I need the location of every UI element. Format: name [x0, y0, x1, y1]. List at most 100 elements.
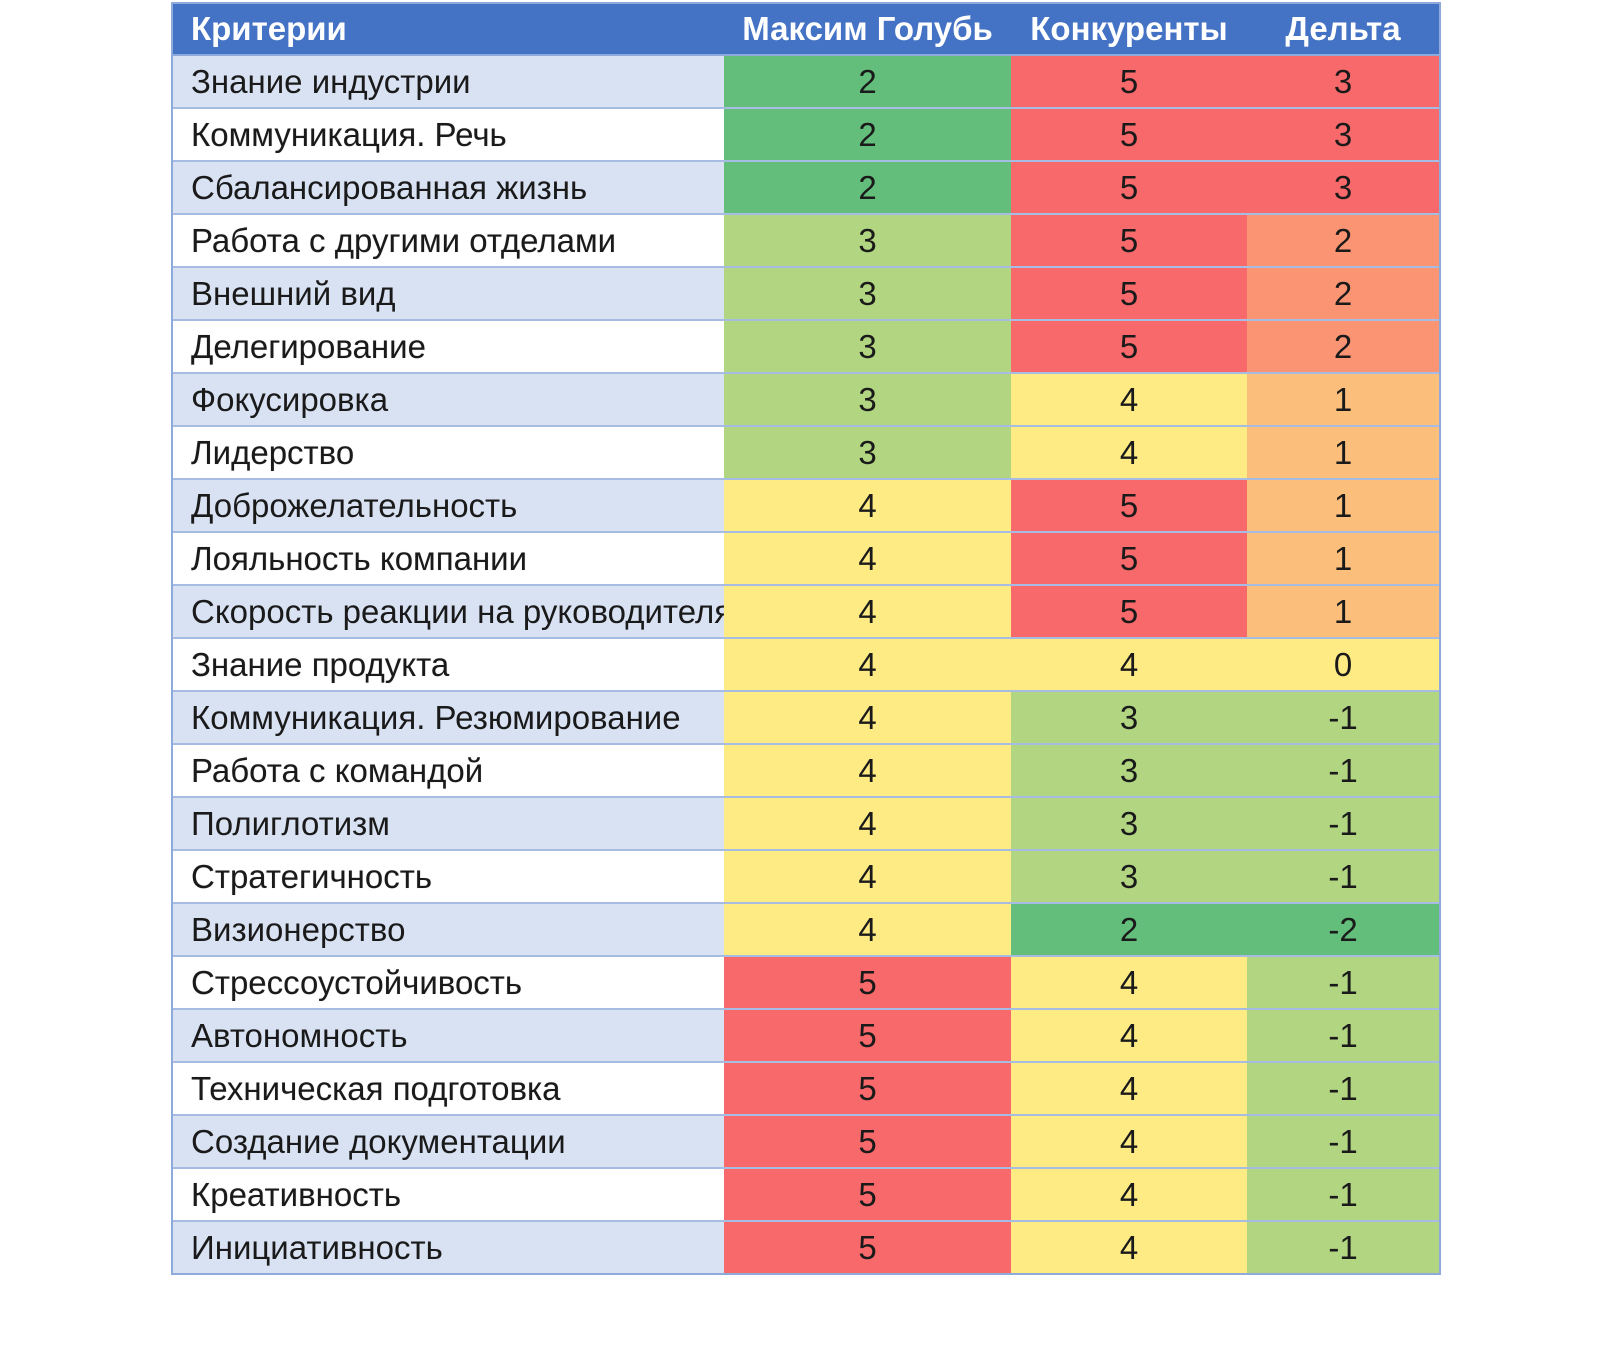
- maxim-score-cell: 2: [724, 161, 1011, 215]
- maxim-score-cell: 4: [724, 479, 1011, 533]
- delta-cell: 1: [1247, 532, 1439, 586]
- table-body: Знание индустрии 2 5 3 Коммуникация. Речь 2 5 3…: [173, 55, 1439, 1273]
- table-row: Работа с командой 4 3 -1: [173, 744, 1439, 798]
- maxim-score-cell: 4: [724, 638, 1011, 692]
- delta-cell: -1: [1247, 850, 1439, 904]
- competitors-score-cell: 4: [1011, 1009, 1247, 1063]
- competitors-score-cell: 4: [1011, 1062, 1247, 1116]
- maxim-score-cell: 5: [724, 1221, 1011, 1273]
- table-row: Работа с другими отделами 3 5 2: [173, 214, 1439, 268]
- delta-cell: 1: [1247, 585, 1439, 639]
- delta-cell: 1: [1247, 426, 1439, 480]
- criterion-cell: Техническая подготовка: [173, 1062, 724, 1116]
- delta-cell: -1: [1247, 1221, 1439, 1273]
- delta-cell: 2: [1247, 267, 1439, 321]
- table-row: Знание индустрии 2 5 3: [173, 55, 1439, 109]
- maxim-score-cell: 4: [724, 850, 1011, 904]
- delta-cell: -1: [1247, 691, 1439, 745]
- delta-cell: -2: [1247, 903, 1439, 957]
- delta-cell: -1: [1247, 1168, 1439, 1222]
- table-row: Фокусировка 3 4 1: [173, 373, 1439, 427]
- competitors-score-cell: 5: [1011, 214, 1247, 268]
- criterion-cell: Работа с другими отделами: [173, 214, 724, 268]
- header-delta: Дельта: [1247, 4, 1439, 56]
- delta-cell: -1: [1247, 797, 1439, 851]
- criterion-cell: Автономность: [173, 1009, 724, 1063]
- criterion-cell: Стрессоустойчивость: [173, 956, 724, 1010]
- table-row: Знание продукта 4 4 0: [173, 638, 1439, 692]
- table-row: Лояльность компании 4 5 1: [173, 532, 1439, 586]
- criterion-cell: Визионерство: [173, 903, 724, 957]
- delta-cell: -1: [1247, 1009, 1439, 1063]
- competitors-score-cell: 3: [1011, 744, 1247, 798]
- maxim-score-cell: 3: [724, 373, 1011, 427]
- criterion-cell: Коммуникация. Речь: [173, 108, 724, 162]
- competitors-score-cell: 4: [1011, 373, 1247, 427]
- delta-cell: 2: [1247, 214, 1439, 268]
- competitors-score-cell: 4: [1011, 1115, 1247, 1169]
- delta-cell: 3: [1247, 108, 1439, 162]
- competitors-score-cell: 4: [1011, 638, 1247, 692]
- delta-cell: 3: [1247, 161, 1439, 215]
- criterion-cell: Знание продукта: [173, 638, 724, 692]
- competitors-score-cell: 5: [1011, 161, 1247, 215]
- criterion-cell: Работа с командой: [173, 744, 724, 798]
- criterion-cell: Коммуникация. Резюмирование: [173, 691, 724, 745]
- competitors-score-cell: 5: [1011, 320, 1247, 374]
- delta-cell: -1: [1247, 744, 1439, 798]
- table-row: Коммуникация. Речь 2 5 3: [173, 108, 1439, 162]
- competitors-score-cell: 3: [1011, 850, 1247, 904]
- criterion-cell: Фокусировка: [173, 373, 724, 427]
- competitors-score-cell: 5: [1011, 585, 1247, 639]
- maxim-score-cell: 2: [724, 55, 1011, 109]
- maxim-score-cell: 3: [724, 214, 1011, 268]
- maxim-score-cell: 5: [724, 1115, 1011, 1169]
- maxim-score-cell: 4: [724, 691, 1011, 745]
- table-row: Автономность 5 4 -1: [173, 1009, 1439, 1063]
- criterion-cell: Инициативность: [173, 1221, 724, 1273]
- table-row: Создание документации 5 4 -1: [173, 1115, 1439, 1169]
- competitors-score-cell: 4: [1011, 1221, 1247, 1273]
- header-criteria: Критерии: [173, 4, 724, 56]
- maxim-score-cell: 3: [724, 320, 1011, 374]
- criterion-cell: Знание индустрии: [173, 55, 724, 109]
- maxim-score-cell: 4: [724, 903, 1011, 957]
- competitors-score-cell: 5: [1011, 267, 1247, 321]
- competitors-score-cell: 5: [1011, 55, 1247, 109]
- table-row: Делегирование 3 5 2: [173, 320, 1439, 374]
- table-row: Стратегичность 4 3 -1: [173, 850, 1439, 904]
- criterion-cell: Внешний вид: [173, 267, 724, 321]
- criterion-cell: Делегирование: [173, 320, 724, 374]
- competitors-score-cell: 3: [1011, 691, 1247, 745]
- maxim-score-cell: 5: [724, 1062, 1011, 1116]
- table-row: Доброжелательность 4 5 1: [173, 479, 1439, 533]
- table-row: Сбалансированная жизнь 2 5 3: [173, 161, 1439, 215]
- table-row: Инициативность 5 4 -1: [173, 1221, 1439, 1273]
- competitors-score-cell: 3: [1011, 797, 1247, 851]
- competitors-score-cell: 5: [1011, 532, 1247, 586]
- maxim-score-cell: 5: [724, 1009, 1011, 1063]
- criterion-cell: Лояльность компании: [173, 532, 724, 586]
- maxim-score-cell: 5: [724, 956, 1011, 1010]
- criterion-cell: Сбалансированная жизнь: [173, 161, 724, 215]
- maxim-score-cell: 4: [724, 744, 1011, 798]
- table-row: Скорость реакции на руководителя 4 5 1: [173, 585, 1439, 639]
- delta-cell: 2: [1247, 320, 1439, 374]
- maxim-score-cell: 4: [724, 585, 1011, 639]
- delta-cell: -1: [1247, 956, 1439, 1010]
- criterion-cell: Полиглотизм: [173, 797, 724, 851]
- table-row: Техническая подготовка 5 4 -1: [173, 1062, 1439, 1116]
- competitors-score-cell: 4: [1011, 426, 1247, 480]
- table-row: Визионерство 4 2 -2: [173, 903, 1439, 957]
- competitors-score-cell: 4: [1011, 1168, 1247, 1222]
- maxim-score-cell: 4: [724, 532, 1011, 586]
- header-competitors: Конкуренты: [1011, 4, 1247, 56]
- table-row: Креативность 5 4 -1: [173, 1168, 1439, 1222]
- table-row: Внешний вид 3 5 2: [173, 267, 1439, 321]
- criterion-cell: Создание документации: [173, 1115, 724, 1169]
- competitors-score-cell: 2: [1011, 903, 1247, 957]
- maxim-score-cell: 2: [724, 108, 1011, 162]
- table-row: Стрессоустойчивость 5 4 -1: [173, 956, 1439, 1010]
- competitors-score-cell: 4: [1011, 956, 1247, 1010]
- criterion-cell: Лидерство: [173, 426, 724, 480]
